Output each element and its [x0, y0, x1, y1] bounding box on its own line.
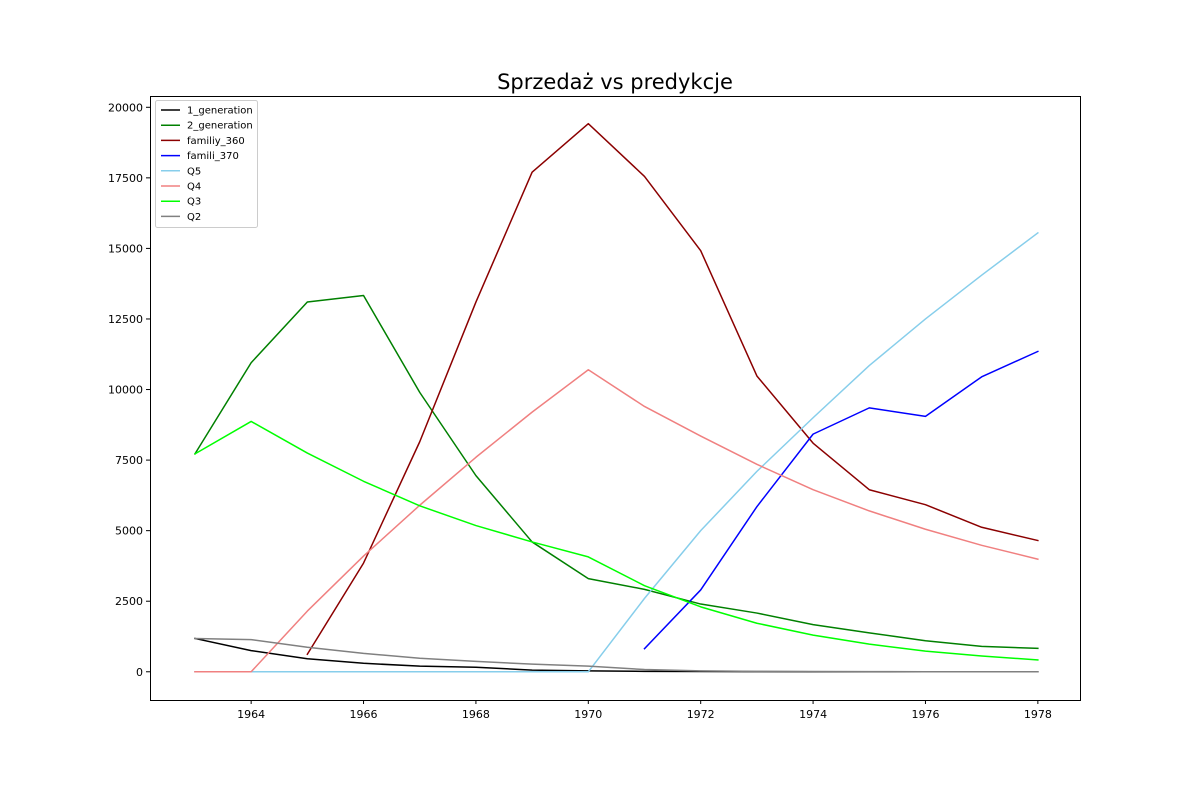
- y-tick-label: 10000: [108, 384, 143, 397]
- y-axis: 0 2500 5000 7500 10000 12500 15000 17500 20000: [108, 101, 150, 679]
- legend-label: Q5: [187, 166, 201, 177]
- legend-label: Q3: [187, 197, 201, 208]
- series-line-q5: [194, 231, 1039, 673]
- x-axis: 1964 1966 1968 1970 1972 1974 1976 1978: [237, 700, 1052, 721]
- legend-entries: 1_generation 2_generation familiy_360famil…: [161, 106, 253, 223]
- y-tick-label: 2500: [115, 595, 143, 608]
- y-tick-label: 5000: [115, 525, 143, 538]
- series-line-q4: [194, 369, 1039, 673]
- x-tick-label: 1972: [687, 708, 715, 721]
- y-tick-label: 0: [136, 666, 143, 679]
- axes-frame: [150, 96, 1081, 701]
- legend-label: 1_generation: [187, 106, 253, 117]
- y-tick-label: 17500: [108, 172, 143, 185]
- x-tick-label: 1970: [574, 708, 602, 721]
- series-line-famili-370: [643, 350, 1039, 650]
- legend-label: famili_370: [187, 151, 239, 162]
- series-line-familiy-360: [306, 122, 1039, 656]
- y-tick-label: 7500: [115, 454, 143, 467]
- legend-label: 2_generation: [187, 121, 253, 132]
- legend-label: Q2: [187, 212, 201, 223]
- legend-label: Q4: [187, 182, 201, 193]
- x-tick-label: 1978: [1024, 708, 1052, 721]
- series-line-q2: [194, 637, 1039, 673]
- legend-box: [155, 100, 258, 228]
- y-tick-label: 12500: [108, 313, 143, 326]
- legend: 1_generation 2_generation familiy_360famil…: [155, 100, 258, 228]
- x-tick-label: 1968: [462, 708, 490, 721]
- plot-area: 1964 1966 1968 1970 1972 1974 1976 1978 0 2500 50…: [108, 96, 1081, 721]
- y-tick-label: 15000: [108, 242, 143, 255]
- x-tick-label: 1976: [911, 708, 939, 721]
- legend-label: familiy_360: [187, 136, 245, 147]
- series-lines: [193, 122, 1039, 673]
- x-tick-label: 1966: [350, 708, 378, 721]
- y-tick-label: 20000: [108, 101, 143, 114]
- x-tick-label: 1974: [799, 708, 827, 721]
- series-line-2-generation: [193, 294, 1039, 650]
- x-tick-label: 1964: [237, 708, 265, 721]
- series-line-q3: [193, 420, 1039, 661]
- chart-title: Sprzedaż vs predykcje: [497, 70, 733, 94]
